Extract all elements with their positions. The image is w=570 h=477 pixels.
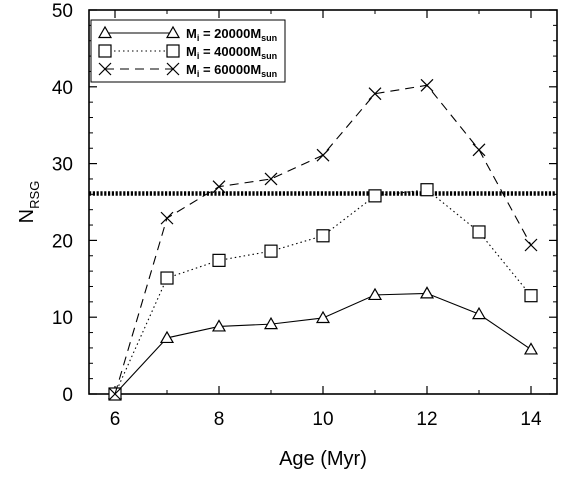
series-1 [107, 286, 539, 400]
series-2-point-1 [160, 271, 174, 285]
series-3-point-2-stroke-b [212, 180, 226, 194]
series-3-point-5-stroke-b [368, 87, 382, 101]
axes-layer: 6 8 10 12 14 0 10 20 30 40 50 [52, 1, 557, 430]
y-axis-title-main: N [16, 209, 38, 223]
x-axis-title: Age (Myr) [279, 448, 367, 470]
legend-label-3-eq: = 60000M [199, 62, 261, 77]
x-tick-label-2: 10 [312, 409, 333, 430]
legend-label-1: Mi = 20000Msun [186, 26, 277, 43]
series-3-point-8-stroke-b [524, 238, 538, 252]
x-tick-label-1: 8 [214, 409, 225, 430]
series-3-point-7-stroke-b [472, 143, 486, 157]
series-2-point-4 [316, 229, 330, 243]
legend-label-2-sub-i: i [197, 51, 200, 61]
legend-label-3-sub-sun: sun [261, 69, 277, 79]
series-2-point-3 [264, 244, 278, 258]
x-tick-label-3: 12 [416, 409, 437, 430]
legend-label-2-m: M [186, 44, 197, 59]
legend-marker-right-3 [166, 62, 180, 76]
series-1-point-2 [211, 319, 227, 332]
legend-marker-right-2 [166, 44, 180, 58]
series-1-point-4 [315, 310, 331, 324]
series-1-point-8 [523, 342, 539, 355]
x-tick-label-0: 6 [110, 409, 121, 430]
legend-label-2-eq: = 40000M [199, 44, 261, 59]
series-1-line [114, 292, 532, 395]
legend-label-3-sub-i: i [197, 69, 200, 79]
legend-marker-right-3-stroke-b [166, 62, 180, 76]
legend-label-3: Mi = 60000Msun [186, 62, 277, 79]
legend-label-3-m: M [186, 62, 197, 77]
series-3-point-7 [472, 143, 486, 157]
series-3-point-1 [160, 211, 174, 225]
series-3-point-1-stroke-b [160, 211, 174, 225]
series-3-point-3-stroke-b [264, 172, 278, 186]
x-tick-label-4: 14 [520, 409, 542, 430]
series-3-point-4 [316, 148, 330, 162]
y-axis-title-subscript: RSG [27, 181, 42, 209]
series-1-point-5 [367, 287, 383, 301]
series-3-point-0-stroke-b [108, 387, 122, 401]
legend-label-1-eq: = 20000M [199, 26, 261, 41]
series-2-point-2 [212, 253, 226, 267]
legend-samples [97, 25, 181, 76]
legend-label-1-sub-i: i [197, 33, 200, 43]
series-1-point-6 [419, 286, 435, 299]
y-tick-label-3: 30 [52, 155, 73, 176]
legend-label-1-m: M [186, 26, 197, 41]
legend-marker-right-1 [165, 25, 181, 39]
series-3-point-3 [264, 172, 278, 186]
y-tick-label-0: 0 [62, 385, 73, 406]
series-3-point-0 [108, 387, 122, 401]
legend-marker-left-1 [97, 25, 113, 39]
y-tick-label-1: 10 [52, 308, 73, 329]
series-1-point-7 [471, 306, 487, 320]
series-2 [108, 183, 538, 401]
y-tick-label-4: 40 [52, 78, 73, 99]
legend-label-2-sub-sun: sun [261, 51, 277, 61]
series-2-point-8 [524, 289, 538, 303]
series-2-point-7 [472, 225, 486, 239]
series-3 [108, 78, 538, 401]
series-2-point-6 [420, 183, 434, 197]
y-tick-label-2: 20 [52, 231, 73, 252]
y-axis-title: NRSG [16, 181, 42, 224]
series-1-point-1 [159, 330, 175, 344]
series-3-point-5 [368, 87, 382, 101]
legend-label-2: Mi = 40000Msun [186, 44, 277, 61]
legend-marker-left-2 [98, 44, 112, 58]
series-3-point-2 [212, 180, 226, 194]
legend-marker-left-3-stroke-b [98, 62, 112, 76]
legend: Mi = 20000Msun Mi = 40000Msun Mi = 60000… [90, 19, 286, 83]
series-layer [107, 78, 539, 401]
series-1-point-3 [263, 316, 279, 330]
series-2-point-5 [368, 189, 382, 203]
y-tick-label-5: 50 [52, 1, 73, 22]
series-3-point-6 [420, 78, 434, 92]
series-3-point-6-stroke-b [420, 78, 434, 92]
legend-marker-left-3 [98, 62, 112, 76]
series-3-point-8 [524, 238, 538, 252]
legend-label-1-sub-sun: sun [261, 33, 277, 43]
series-2-line [114, 189, 532, 395]
series-3-point-4-stroke-b [316, 148, 330, 162]
